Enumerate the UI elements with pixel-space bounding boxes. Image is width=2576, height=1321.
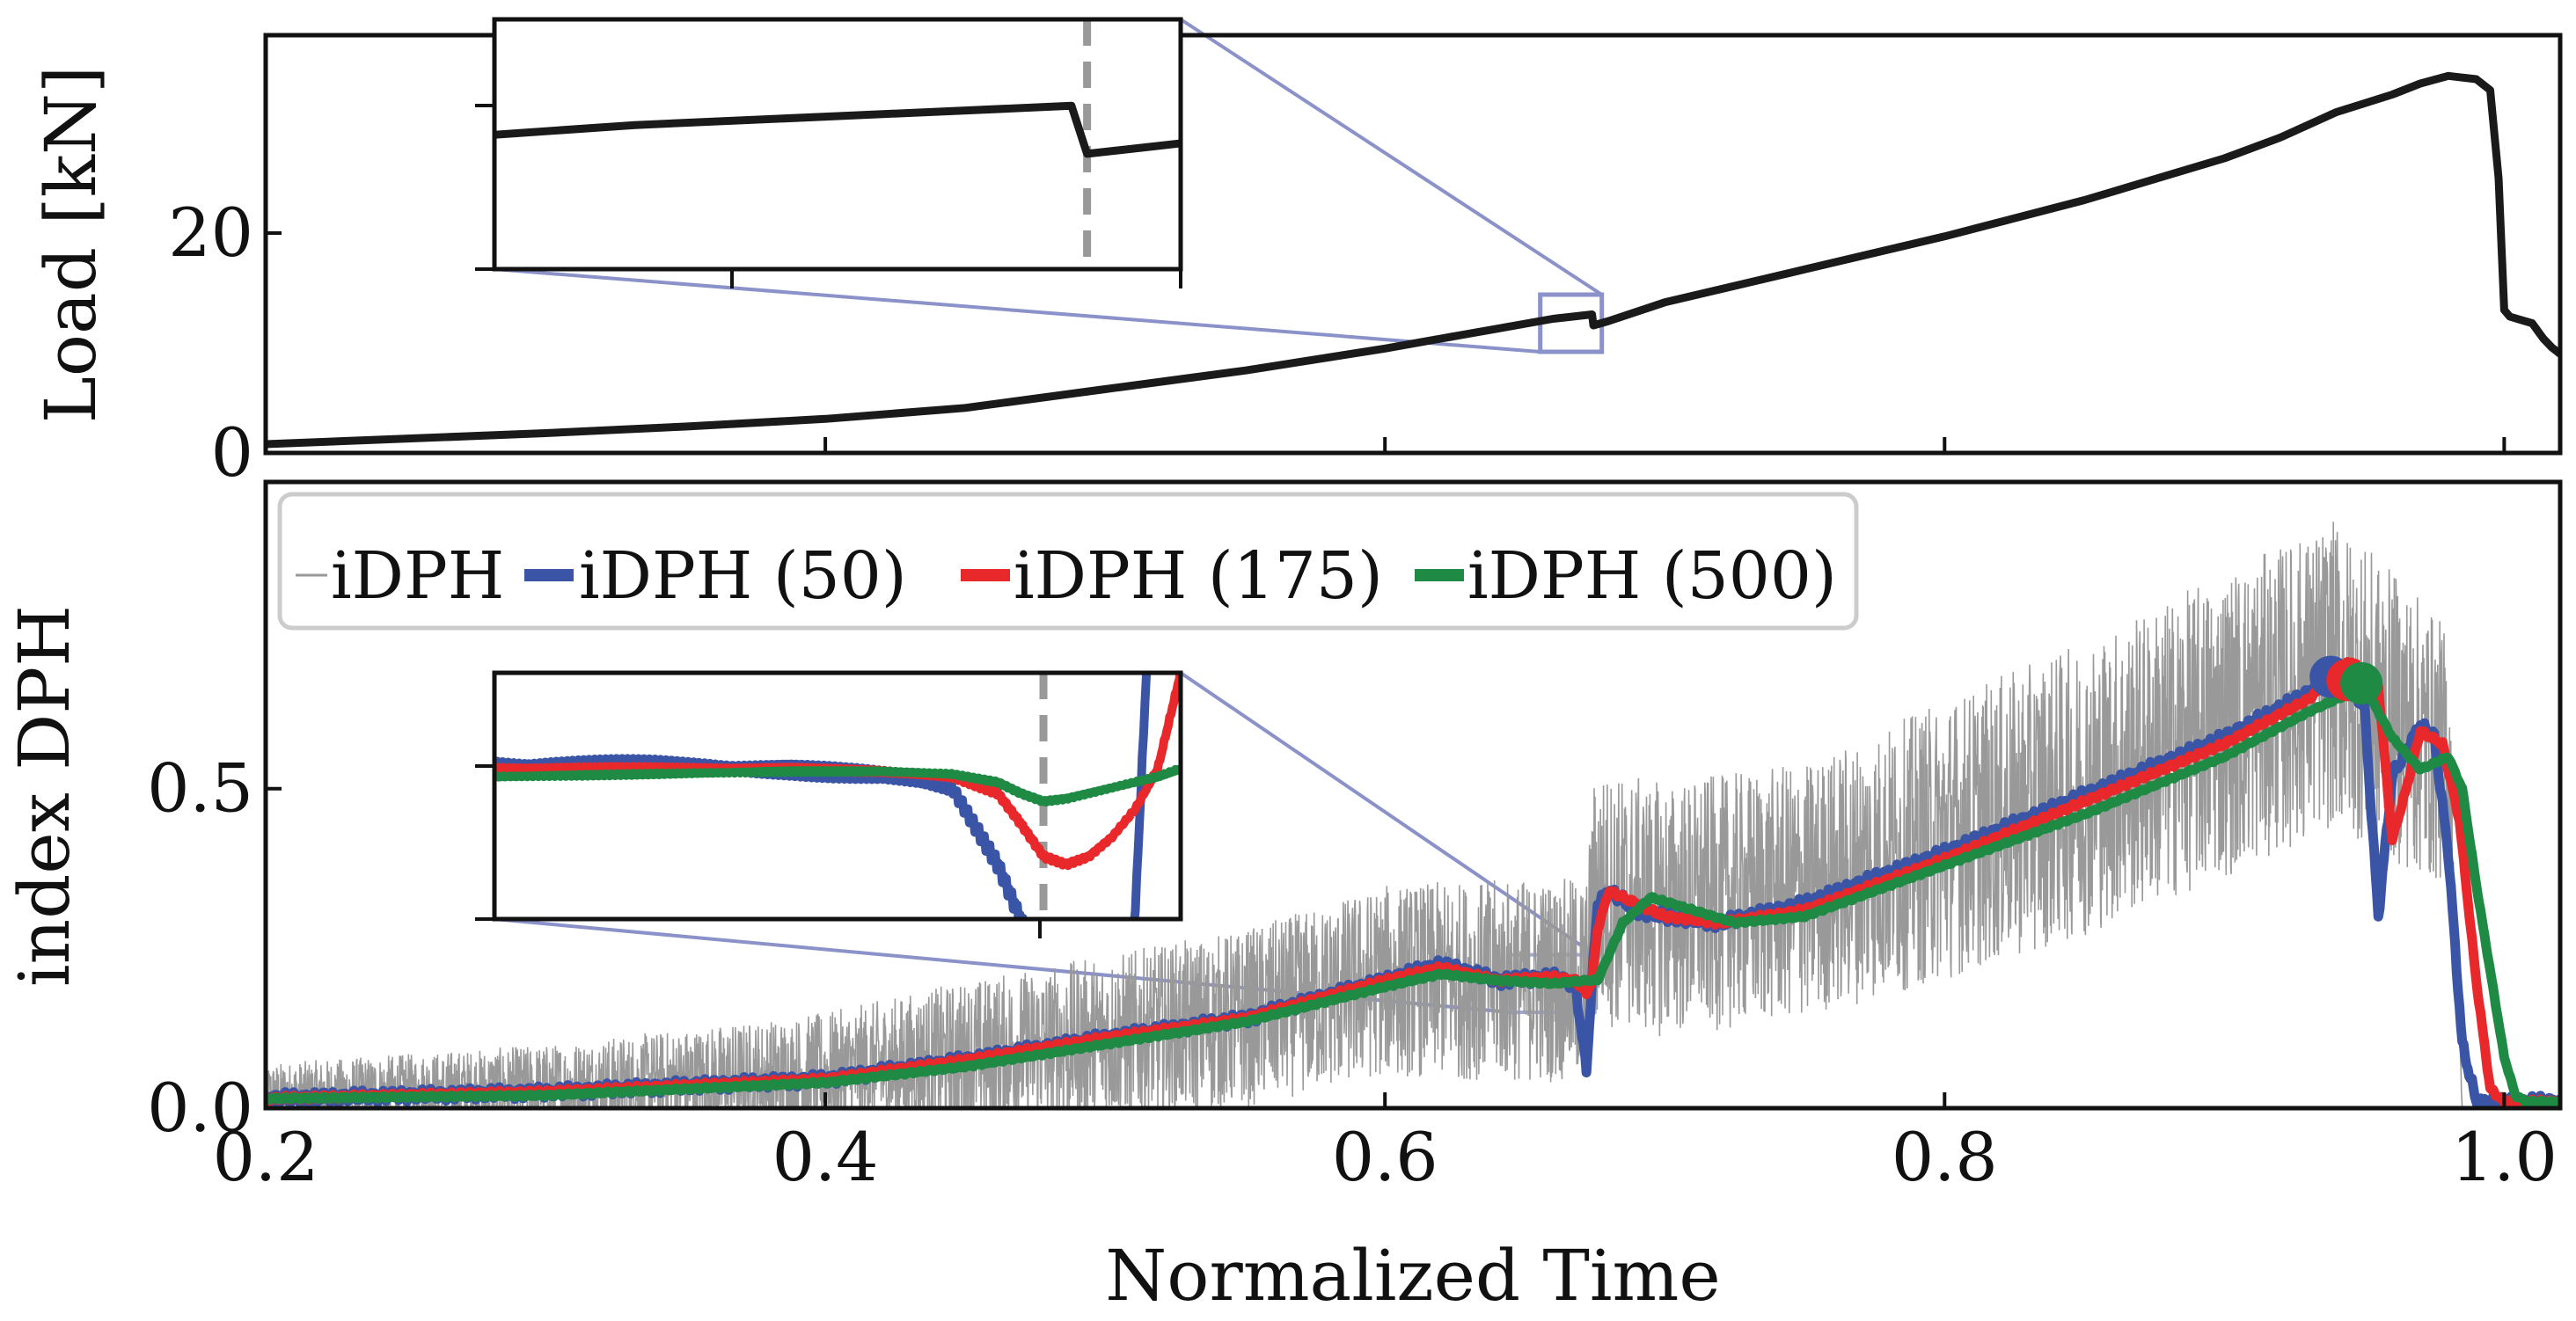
load-inset-ticks [475,104,1182,288]
dph-zoom-connector-upper [1179,671,1596,957]
load-zoom-connector-lower [494,267,1540,354]
dph-inset-series-group [494,673,1181,919]
load-line [266,71,2560,449]
dph-axes-frame [263,479,2563,1111]
legend: iDPH iDPH (50) iDPH (175) iDPH (500) [277,492,1859,631]
idph-500-line [266,680,2560,1108]
load-zoom-connector-upper [1179,18,1603,296]
idph-raw-line [266,522,2560,1108]
dph-y-tick-label: 0.0 [147,1069,253,1147]
load-ticks-group: 0 20 [168,193,2506,492]
dph-inset [475,670,1183,938]
load-y-tick-label: 20 [168,193,253,272]
dph-x-tick-label: 0.4 [772,1118,879,1196]
dph-panel: 0.2 0.4 0.6 0.8 1.0 0.0 0.5 index DPH Normaliz… [4,479,2563,1317]
dph-series-group [266,522,2560,1108]
load-panel: 0 20 Load [kN] [30,17,2563,492]
load-series-group [266,71,2560,449]
load-inset-frame [492,17,1183,272]
x-axis-label: Normalized Time [1105,1235,1720,1317]
legend-label-idph: iDPH [331,538,504,614]
load-y-tick-label: 0 [211,413,253,492]
load-axes-frame [263,33,2563,456]
legend-label-idph-500: iDPH (500) [1467,538,1837,614]
idph-500-peak-marker [2340,661,2383,704]
dph-inset-idph-500-line [494,764,1181,807]
dph-x-tick-label: 0.8 [1892,1118,1998,1196]
load-inset-background [494,19,1181,269]
dph-x-tick-label: 1.0 [2451,1118,2558,1196]
legend-label-idph-50: iDPH (50) [579,538,907,614]
dph-x-tick-label: 0.6 [1332,1118,1438,1196]
legend-box [277,492,1859,631]
dph-inset-frame [492,670,1183,922]
load-y-axis-label: Load [kN] [30,66,112,424]
dph-ticks-group: 0.2 0.4 0.6 0.8 1.0 0.0 0.5 [147,749,2558,1196]
legend-label-idph-175: iDPH (175) [1014,538,1383,614]
dph-x-tick-label: 0.2 [213,1118,319,1196]
dph-y-axis-label: index DPH [4,605,85,987]
dph-y-tick-label: 0.5 [147,749,253,828]
dph-inset-ticks [475,764,1042,938]
load-inset [475,17,1183,288]
